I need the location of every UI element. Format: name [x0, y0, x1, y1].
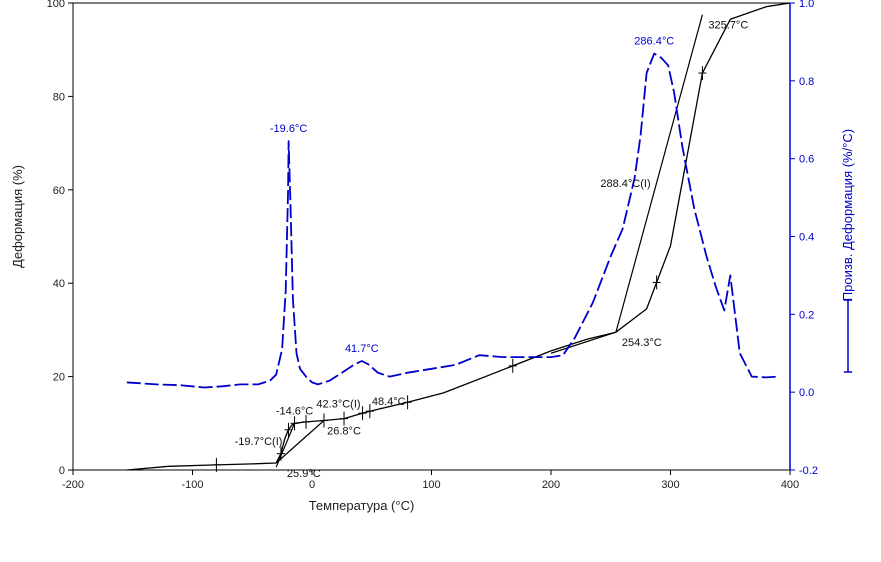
y2-tick-label: 0.8 [799, 76, 814, 88]
x-tick-label: 0 [309, 479, 315, 491]
annotation-label: -19.6°C [270, 123, 307, 135]
y-axis-title: Деформация (%) [10, 165, 25, 268]
strain-series-line [126, 2, 791, 471]
tangent-line [275, 420, 325, 464]
y2-tick-label: 0.6 [799, 154, 814, 166]
annotation-label: 25.9°C [287, 468, 321, 480]
x-tick-label: -200 [62, 479, 84, 491]
y2-tick-label: 0.2 [799, 309, 814, 321]
y2-tick-label: 1.0 [799, 0, 814, 10]
y-tick-label: 20 [53, 372, 65, 384]
y-tick-label: 100 [47, 0, 65, 10]
tangent-line [615, 14, 703, 333]
y-tick-label: 40 [53, 278, 65, 290]
x-tick-label: -100 [181, 479, 203, 491]
y-tick-label: 60 [53, 185, 65, 197]
x-tick-label: 400 [781, 479, 799, 491]
tangent-line [550, 331, 617, 354]
y2-tick-label: 0.4 [799, 232, 814, 244]
annotation-label: 288.4°C(I) [600, 178, 650, 190]
y2-tick-label: 0.0 [799, 387, 814, 399]
x-tick-label: 100 [422, 479, 440, 491]
annotation-label: 48.4°C [372, 396, 406, 408]
annotation-label: 42.3°C(I) [316, 398, 360, 410]
y2-tick-label: -0.2 [799, 465, 818, 477]
plot-frame [72, 2, 791, 471]
annotation-label: 286.4°C [634, 36, 674, 48]
annotation-label: -19.7°C(I) [235, 436, 283, 448]
annotation-label: 26.8°C [327, 426, 361, 438]
annotation-label: 254.3°C [622, 337, 662, 349]
y2-axis-title: Произв. Деформация (%/°C) [840, 129, 855, 301]
x-tick-label: 200 [542, 479, 560, 491]
annotation-label: 41.7°C [345, 343, 379, 355]
y-tick-label: 80 [53, 91, 65, 103]
derivative-series-line [126, 52, 779, 389]
x-tick-label: 300 [661, 479, 679, 491]
y-tick-label: 0 [59, 465, 65, 477]
x-axis-title: Температура (°C) [309, 498, 415, 513]
annotation-label: 325.7°C [708, 20, 748, 32]
annotation-label: -14.6°C [276, 405, 313, 417]
